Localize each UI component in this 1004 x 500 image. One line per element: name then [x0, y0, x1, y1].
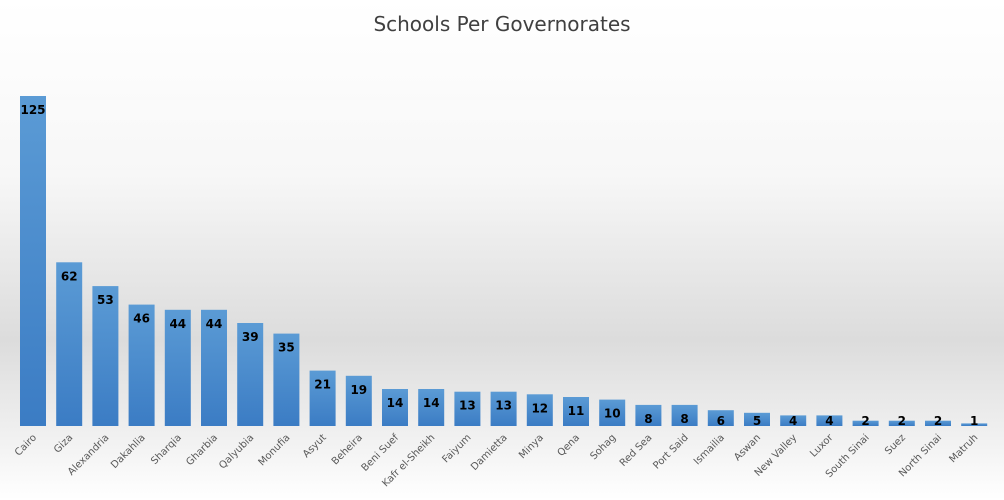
bar-sharqia: [164, 309, 191, 426]
category-label: Cairo: [13, 432, 39, 458]
data-label: 35: [278, 341, 295, 355]
category-label: Ismailia: [692, 432, 727, 467]
bar-aswan: [744, 412, 770, 426]
data-label: 21: [314, 378, 331, 392]
data-label: 11: [568, 404, 585, 418]
data-label: 39: [242, 330, 259, 344]
bar-cairo: [20, 96, 46, 426]
category-label: Port Said: [651, 432, 690, 471]
bar-qena: [563, 397, 589, 426]
bar-dakahlia: [128, 304, 155, 426]
bar-suez: [888, 420, 915, 426]
bar-faiyum: [454, 391, 481, 426]
data-label: 62: [61, 269, 78, 283]
bar-port-said: [671, 404, 698, 426]
category-label: Sharqia: [149, 432, 184, 467]
bar-north-sinai: [925, 420, 951, 426]
category-label: Aswan: [732, 432, 763, 463]
data-label: 19: [350, 383, 367, 397]
bar-matruh: [961, 423, 988, 426]
bar-beheira: [345, 375, 372, 426]
data-label: 6: [717, 414, 725, 428]
bar-damietta: [490, 391, 517, 426]
data-label: 44: [169, 317, 186, 331]
bar-new-valley: [780, 415, 807, 426]
category-label: Luxor: [808, 432, 836, 460]
data-label: 10: [604, 407, 621, 421]
data-label: 4: [789, 414, 797, 428]
data-label: 53: [97, 293, 114, 307]
data-label: 2: [934, 414, 942, 428]
bar-beni-suef: [382, 389, 408, 426]
bar-alexandria: [92, 286, 119, 426]
category-label: Beheira: [330, 432, 365, 467]
category-label: Damietta: [469, 432, 510, 473]
data-label: 8: [680, 412, 688, 426]
chart-title: Schools Per Governorates: [373, 12, 631, 36]
data-label: 4: [825, 414, 833, 428]
data-label: 13: [495, 399, 512, 413]
bar-south-sinai: [852, 420, 879, 426]
bar-ismailia: [707, 410, 734, 426]
data-label: 5: [753, 414, 761, 428]
category-label: Suez: [883, 432, 908, 457]
data-label: 8: [644, 412, 652, 426]
data-label: 1: [970, 414, 978, 428]
data-label: 14: [423, 396, 440, 410]
category-label: Minya: [517, 432, 546, 461]
category-label: Monufia: [257, 432, 293, 468]
category-label: Faiyum: [440, 432, 473, 465]
data-label: 2: [898, 414, 906, 428]
data-label: 12: [531, 401, 548, 415]
bar-qalyubia: [237, 323, 264, 426]
data-label: 14: [387, 396, 404, 410]
bar-sohag: [599, 399, 626, 426]
bar-kafr-el-sheikh: [418, 389, 445, 426]
bar-giza: [56, 262, 83, 426]
category-label: Gharbia: [184, 432, 220, 468]
bar-asyut: [309, 370, 336, 426]
category-label: Qena: [556, 432, 583, 459]
category-label: Giza: [52, 432, 75, 455]
category-label: Matruh: [947, 432, 980, 465]
category-label: Asyut: [301, 432, 329, 460]
category-label: Red Sea: [618, 432, 655, 469]
data-label: 2: [861, 414, 869, 428]
data-label: 125: [20, 103, 45, 117]
category-label: Dakahlia: [109, 432, 148, 471]
bar-luxor: [816, 415, 843, 426]
bar-red-sea: [635, 404, 662, 426]
data-label: 46: [133, 312, 150, 326]
bar-monufia: [273, 333, 300, 426]
bar-minya: [526, 394, 553, 426]
data-label: 13: [459, 399, 476, 413]
category-label: Qalyubia: [217, 432, 256, 471]
category-label: Sohag: [588, 432, 618, 462]
bar-gharbia: [201, 309, 227, 426]
data-label: 44: [206, 317, 223, 331]
